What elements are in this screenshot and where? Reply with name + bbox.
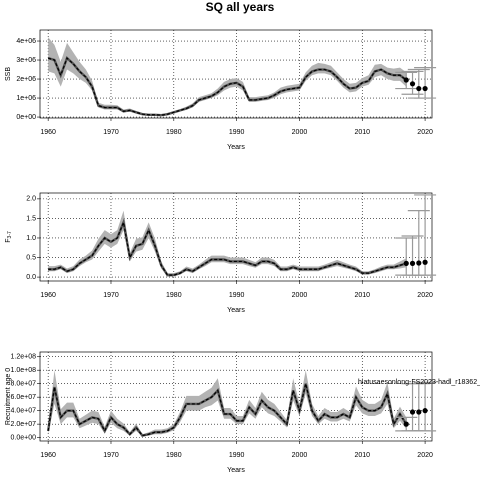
projection-point [422, 259, 428, 265]
x-tick-label: 1970 [103, 292, 119, 299]
y-tick-label: 2.0e+07 [11, 421, 37, 428]
y-axis-label: F3-7 [5, 231, 13, 243]
median-line-shadow [48, 218, 407, 277]
y-axis-label-main: Recruitment age 0 [5, 368, 12, 425]
y-tick-label: 3e+06 [16, 57, 36, 64]
projection-point [409, 81, 416, 87]
x-tick-label: 2020 [417, 292, 433, 299]
x-tick-label: 1960 [40, 452, 56, 459]
y-tick-label: 0.0 [26, 274, 36, 281]
x-tick-label: 2010 [354, 292, 370, 299]
y-tick-label: 4.0e+07 [11, 408, 37, 415]
x-tick-label: 2000 [292, 292, 308, 299]
plot-frame [39, 351, 433, 442]
projection-point [416, 260, 422, 266]
x-axis-label: Years [227, 144, 245, 151]
x-tick-label: 1980 [166, 452, 182, 459]
projection-point [403, 260, 409, 266]
y-tick-label: 4e+06 [16, 38, 36, 45]
y-axis-label-main: SSB [5, 67, 12, 81]
annotation: hiatusaesonlong-FS2023-hadl_r18362_git:c… [358, 379, 480, 386]
y-tick-label: 6.0e+07 [11, 394, 37, 401]
chart-title: SQ all years [206, 0, 275, 14]
x-tick-label: 1980 [166, 292, 182, 299]
y-axis-label: SSB [5, 67, 12, 81]
x-tick-label: 1970 [103, 129, 119, 136]
x-axis-label: Years [227, 307, 245, 314]
y-tick-label: 1.0 [26, 235, 36, 242]
x-tick-label: 1980 [166, 129, 182, 136]
y-tick-label: 1e+06 [16, 95, 36, 102]
y-tick-label: 1.2e+08 [11, 354, 37, 361]
projection-point [409, 260, 416, 266]
projection-point [416, 409, 422, 415]
x-tick-label: 2010 [354, 452, 370, 459]
plot-frame [39, 192, 433, 282]
y-tick-label: 2e+06 [16, 76, 36, 83]
y-axis-label-sub: 3-7 [7, 231, 13, 238]
x-tick-label: 1960 [40, 292, 56, 299]
x-tick-label: 1990 [229, 292, 245, 299]
projection-point [422, 85, 428, 92]
projection-point [416, 85, 422, 92]
plot-frame [39, 29, 433, 119]
median-line [47, 383, 407, 437]
x-tick-label: 1990 [229, 129, 245, 136]
y-axis-label: Recruitment age 0 [5, 368, 12, 425]
projection-point [403, 77, 409, 83]
projection-point [403, 421, 409, 427]
y-axis-label-main: F [5, 238, 12, 242]
x-tick-label: 1970 [103, 452, 119, 459]
x-tick-label: 1990 [229, 452, 245, 459]
x-tick-label: 2020 [417, 452, 433, 459]
y-tick-label: 1.0e+08 [11, 367, 37, 374]
x-tick-label: 2000 [292, 129, 308, 136]
x-tick-label: 2010 [354, 129, 370, 136]
median-line [48, 220, 407, 276]
y-tick-label: 0e+00 [16, 114, 36, 121]
y-tick-label: 0.5 [26, 254, 36, 261]
y-tick-label: 8.0e+07 [11, 381, 37, 388]
x-tick-label: 1960 [40, 129, 56, 136]
median-line-shadow [47, 56, 407, 117]
y-tick-label: 1.5 [26, 215, 36, 222]
x-axis-label: Years [227, 467, 245, 474]
projection-point [422, 408, 428, 414]
x-tick-label: 2000 [292, 452, 308, 459]
confidence-band [48, 210, 407, 277]
projection-point [409, 409, 416, 415]
y-tick-label: 0.0e+00 [11, 434, 37, 441]
y-tick-label: 2.0 [26, 196, 36, 203]
confidence-band [48, 37, 407, 116]
x-tick-label: 2020 [417, 129, 433, 136]
